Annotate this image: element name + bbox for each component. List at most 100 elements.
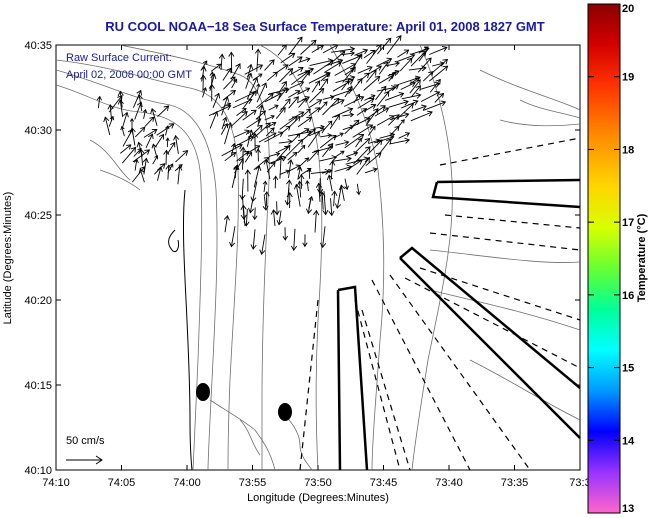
current-arrow [319,135,337,149]
current-arrowhead [246,98,253,104]
current-arrow [145,133,153,148]
current-arrow [336,187,342,209]
current-arrow [418,52,426,62]
current-arrow [242,109,257,121]
current-arrow [221,144,243,157]
current-arrow [334,166,352,172]
current-arrowhead [370,94,376,100]
current-arrow [265,122,276,129]
current-arrowhead [287,68,294,74]
current-arrow [319,101,328,111]
current-arrowhead [306,167,312,173]
current-arrow [355,138,362,148]
current-arrow [121,126,125,137]
current-arrow [389,139,410,145]
current-arrow [288,36,303,56]
current-arrowhead [240,146,247,152]
current-arrowhead [298,111,305,117]
current-arrow [322,143,334,158]
current-arrowhead [130,146,137,153]
current-arrowhead [435,78,441,85]
current-arrowhead [218,53,225,60]
coastline [168,189,193,471]
current-arrow [264,115,275,121]
current-arrowhead [357,159,363,165]
current-arrow [398,132,410,139]
current-arrow [208,105,231,117]
current-arrow [165,125,169,136]
current-arrow [143,129,158,138]
colorbar-tick-label: 15 [622,363,634,375]
colorbar-tick-label: 13 [622,503,634,515]
current-arrow [308,107,321,117]
current-arrowhead [239,194,246,201]
current-arrow [356,183,360,195]
current-arrow [277,44,287,56]
current-arrowhead [426,57,432,64]
current-arrowhead [310,39,317,46]
current-arrow [119,99,124,118]
current-arrowhead [400,119,405,124]
current-arrow [157,166,162,181]
current-arrow [434,93,444,103]
current-arrow [363,76,380,91]
current-arrow [291,70,310,86]
current-arrowhead [424,46,429,51]
current-arrow [399,57,413,72]
current-arrowhead [129,117,135,122]
current-arrowhead [107,104,114,110]
current-arrowhead [314,130,320,137]
current-arrowhead [297,66,304,73]
current-arrow [167,165,170,180]
current-arrowhead [275,151,281,157]
current-arrowhead [304,157,310,163]
current-arrowhead [168,123,175,129]
current-arrowhead [123,111,129,118]
current-arrowhead [350,50,356,57]
current-arrowhead [158,133,165,140]
current-arrow [334,63,356,76]
current-arrow [221,117,227,130]
current-arrow [157,105,169,118]
current-arrowhead [314,107,321,113]
current-arrow [319,78,329,91]
current-arrowhead [353,119,360,126]
current-arrowhead [336,61,342,67]
current-arrow [256,49,259,72]
current-arrow [223,76,236,90]
current-arrowhead [240,204,247,211]
current-arrow [268,104,279,111]
current-arrow [249,198,254,213]
current-arrowhead [255,165,262,171]
current-arrowhead [394,125,400,131]
current-arrow [322,44,339,54]
current-arrowhead [376,65,383,71]
current-arrow [277,146,289,153]
current-arrow [265,191,268,207]
current-arrowhead [318,44,325,50]
current-arrow [264,59,275,71]
colorbar [587,3,621,514]
current-arrowhead [339,184,346,191]
x-tick-label: 74:05 [108,477,136,489]
current-arrowhead [364,138,371,144]
current-arrowhead [371,69,377,76]
current-arrowhead [252,77,259,83]
current-arrow [333,191,336,207]
x-tick-label: 74:10 [42,477,70,489]
current-arrow [308,196,313,209]
current-arrowhead [259,249,266,256]
current-arrow [242,205,246,227]
current-arrow [323,120,333,131]
current-arrowhead [376,44,382,50]
current-arrowhead [347,85,353,92]
current-arrow [299,181,302,198]
x-tick-label: 73:55 [239,477,267,489]
current-arrow [261,234,266,255]
current-arrow [307,131,320,148]
current-arrowhead [412,99,419,106]
current-arrow [288,159,292,179]
current-arrow [396,103,414,120]
current-arrow [322,226,326,248]
current-arrow [255,110,266,120]
